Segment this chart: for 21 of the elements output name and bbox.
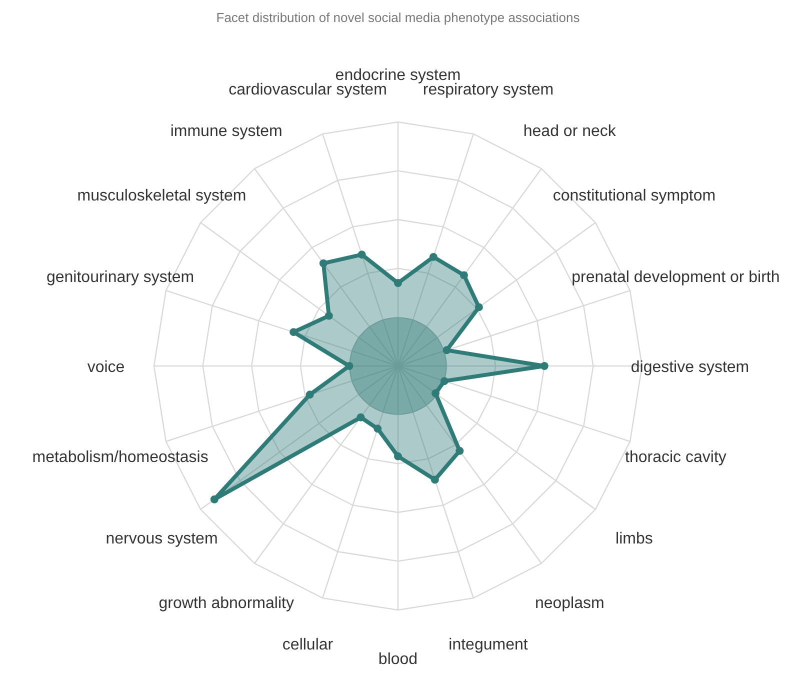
spoke-label: immune system (170, 122, 282, 140)
spoke-label: voice (87, 359, 125, 376)
spoke-label: constitutional symptom (552, 187, 716, 204)
spoke-label: nervous system (106, 530, 218, 548)
spoke-label: neoplasm (534, 595, 604, 612)
spoke-label: thoracic cavity (625, 449, 726, 466)
spoke-label: digestive system (630, 359, 750, 376)
spoke-label: respiratory system (422, 81, 554, 98)
spoke-label: cellular (282, 636, 334, 654)
chart-title: Facet distribution of novel social media phenotype associations (216, 10, 580, 25)
spoke-label: endocrine system (335, 67, 461, 84)
spoke-label: genitourinary system (46, 268, 194, 286)
spoke-label: musculoskeletal system (77, 187, 246, 204)
spoke-label: blood (378, 651, 418, 668)
spoke-label: limbs (616, 530, 653, 548)
spoke-label: growth abnormality (158, 595, 294, 612)
spoke-label: cardiovascular system (228, 81, 387, 98)
spoke-label: prenatal development or birth (572, 268, 780, 286)
spoke-label: head or neck (523, 122, 617, 140)
spoke-label: integument (448, 636, 528, 654)
spoke-label: metabolism/homeostasis (32, 449, 208, 466)
